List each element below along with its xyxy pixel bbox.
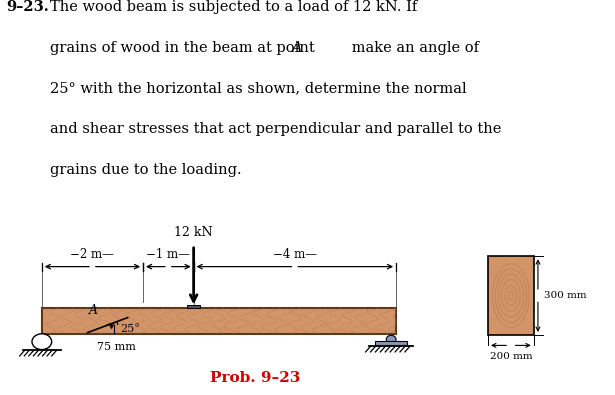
Text: −4 m—: −4 m— bbox=[273, 248, 317, 261]
Bar bbox=[187, 305, 200, 308]
Text: 300 mm: 300 mm bbox=[544, 291, 587, 300]
Text: A: A bbox=[89, 304, 98, 317]
Circle shape bbox=[32, 334, 52, 350]
Text: The wood beam is subjected to a load of 12 kN. If: The wood beam is subjected to a load of … bbox=[50, 0, 417, 14]
Text: 75 mm: 75 mm bbox=[97, 342, 135, 352]
Text: −1 m—: −1 m— bbox=[146, 248, 190, 261]
Text: Prob. 9–23: Prob. 9–23 bbox=[210, 371, 300, 385]
Text: 9–23.: 9–23. bbox=[6, 0, 49, 14]
Text: 12 kN: 12 kN bbox=[175, 226, 213, 239]
Text: A: A bbox=[291, 41, 302, 55]
Bar bbox=[42, 308, 396, 334]
Bar bbox=[375, 341, 407, 345]
Text: grains of wood in the beam at point        make an angle of: grains of wood in the beam at point make… bbox=[50, 41, 479, 55]
Text: 25°: 25° bbox=[120, 324, 140, 334]
Circle shape bbox=[386, 335, 396, 343]
Text: 200 mm: 200 mm bbox=[490, 352, 532, 361]
Text: 25° with the horizontal as shown, determine the normal: 25° with the horizontal as shown, determ… bbox=[50, 82, 467, 96]
Text: −2 m—: −2 m— bbox=[71, 248, 114, 261]
Text: grains due to the loading.: grains due to the loading. bbox=[50, 163, 242, 177]
Text: and shear stresses that act perpendicular and parallel to the: and shear stresses that act perpendicula… bbox=[50, 122, 501, 136]
Bar bbox=[488, 256, 534, 335]
